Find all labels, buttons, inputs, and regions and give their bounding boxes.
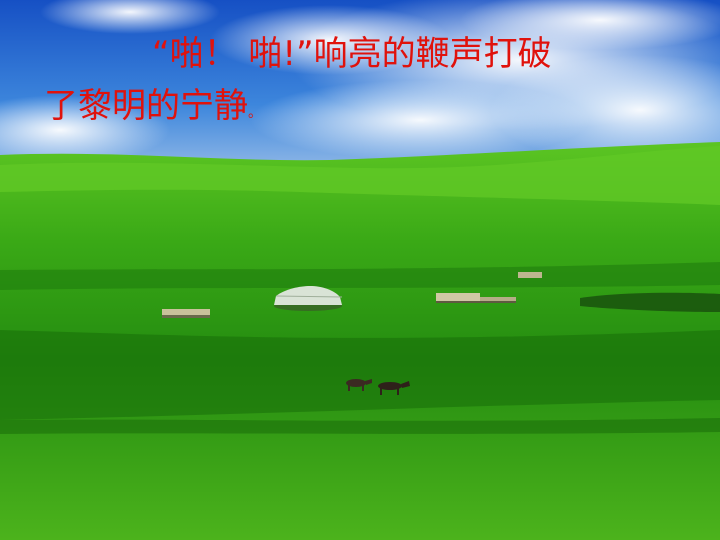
shadow-strip-2 <box>0 330 720 420</box>
caption-period: 。 <box>248 105 262 121</box>
horse-2 <box>378 381 410 395</box>
yurt <box>274 286 343 311</box>
dark-patch <box>580 292 720 312</box>
horse-1 <box>346 379 372 391</box>
shadow-strip-1 <box>0 262 720 290</box>
cabin-center <box>436 293 516 303</box>
clouds <box>0 0 720 165</box>
shadow-strip-3 <box>0 418 720 434</box>
cabin-left <box>162 309 210 318</box>
caption-line-2-text: 了黎明的宁静 <box>44 86 248 126</box>
hill-band <box>0 146 720 205</box>
caption-line-1: “啪！ 啪!”响亮的鞭声打破 <box>152 34 552 74</box>
caption: “啪！ 啪!”响亮的鞭声打破 了黎明的宁静。 <box>0 0 720 140</box>
cabin-far <box>518 272 542 278</box>
caption-line-2: 了黎明的宁静。 <box>44 80 262 139</box>
